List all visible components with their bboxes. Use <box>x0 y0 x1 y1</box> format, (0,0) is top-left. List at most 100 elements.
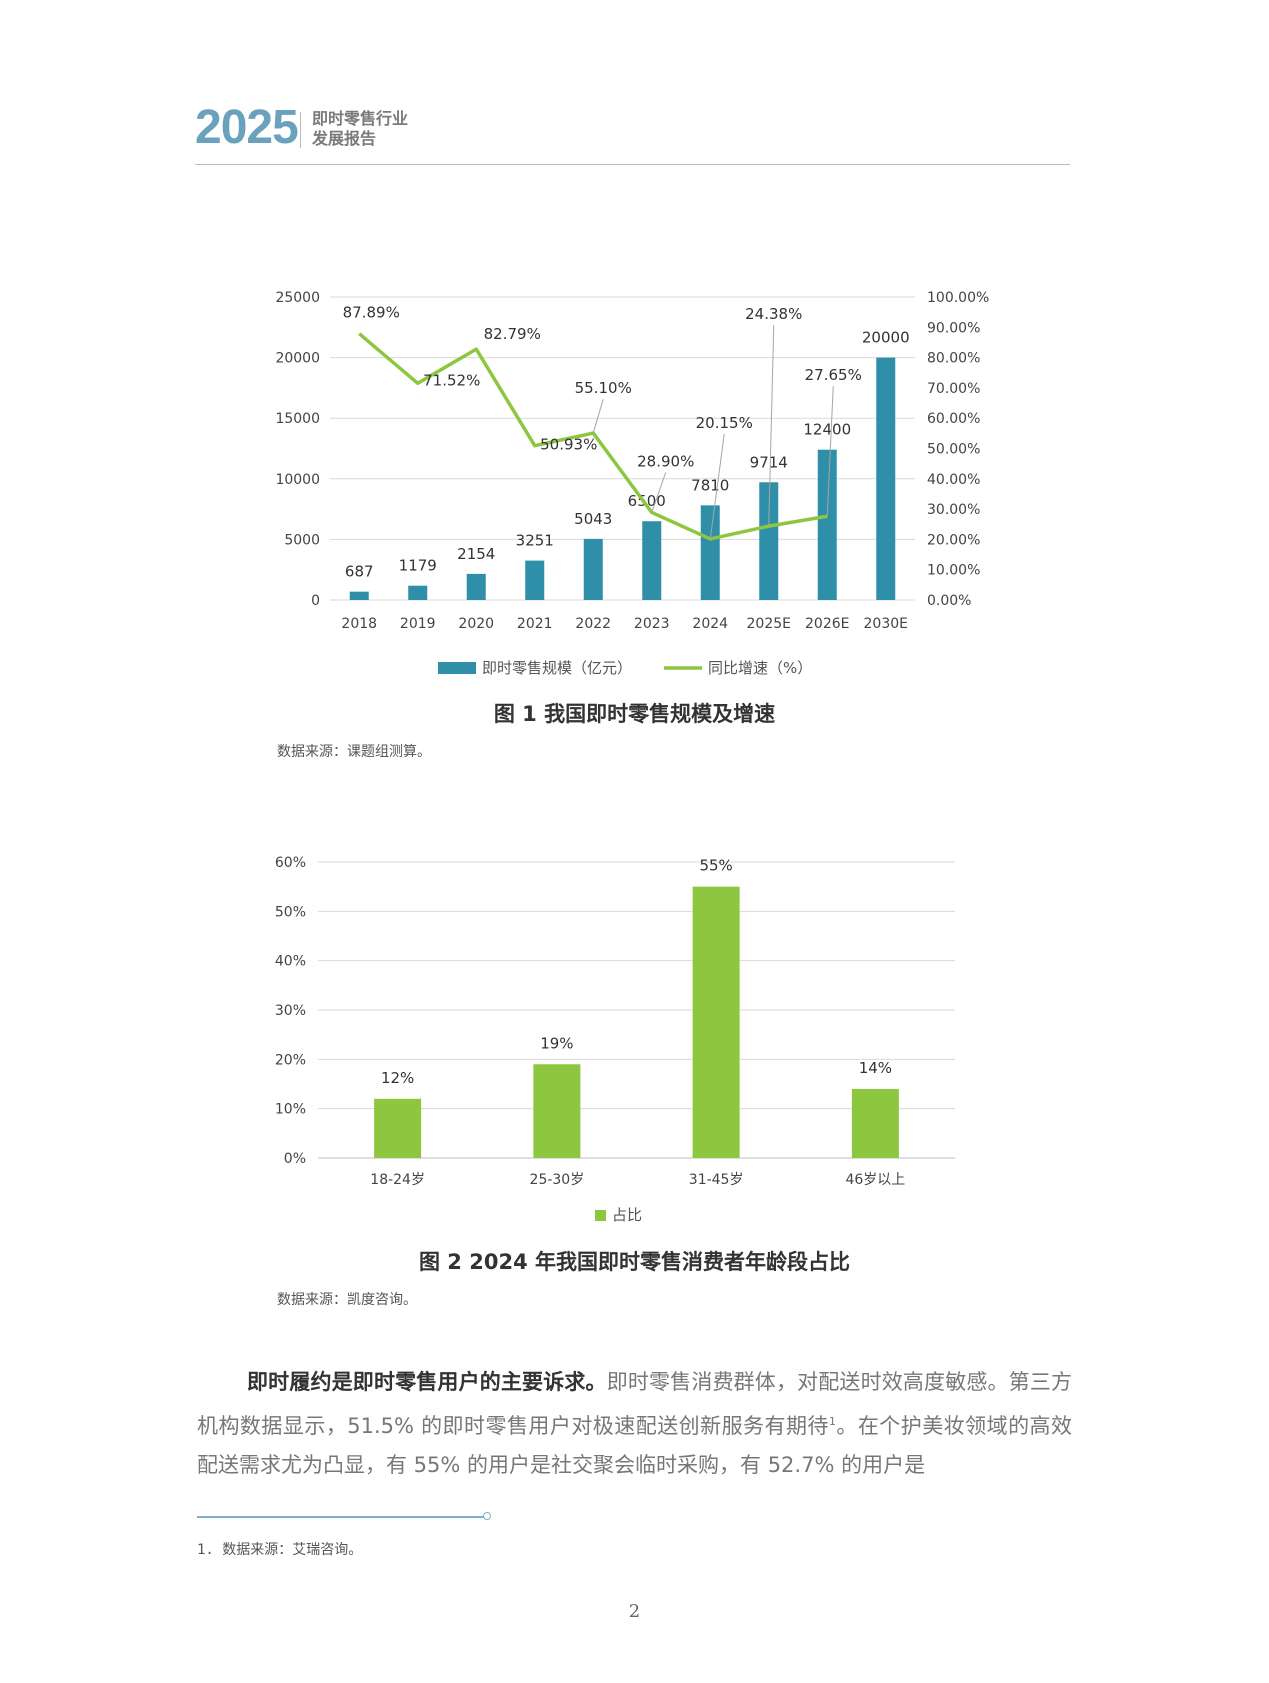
bar <box>374 1098 422 1158</box>
legend-line-label: 同比增速（%） <box>708 659 812 677</box>
bar <box>533 1064 581 1158</box>
bar <box>525 560 545 600</box>
figure1-chart: 0 5000 10000 15000 20000 25000 0.00% 10.00% 20.0… <box>275 290 989 677</box>
y-right-tick-label: 30.00% <box>927 502 980 518</box>
bar <box>349 591 369 600</box>
figure1-source: 数据来源：课题组测算。 <box>277 744 431 760</box>
bar-data-label: 55% <box>699 857 732 875</box>
line-data-label: 55.10% <box>575 379 632 397</box>
figure1-caption: 图 1 我国即时零售规模及增速 <box>493 702 776 726</box>
y-tick-label: 40% <box>275 954 306 970</box>
y-left-tick-label: 15000 <box>275 411 320 427</box>
leader-line <box>592 398 604 434</box>
leader-line <box>709 433 725 540</box>
legend-bar-label: 即时零售规模（亿元） <box>482 659 632 677</box>
header-rule <box>195 164 1070 165</box>
body-paragraph: 即时履约是即时零售用户的主要诉求。即时零售消费群体，对配送时效高度敏感。第三方机… <box>197 1363 1072 1485</box>
bar <box>817 449 837 600</box>
leader-line <box>768 325 775 527</box>
y-right-tick-label: 100.00% <box>927 290 989 306</box>
legend-bar-swatch <box>438 662 476 674</box>
bar-data-label: 3251 <box>516 532 554 550</box>
y-tick-label: 20% <box>275 1052 306 1068</box>
y-right-tick-label: 50.00% <box>927 442 980 458</box>
y-tick-label: 60% <box>275 855 306 871</box>
x-tick-label: 2024 <box>692 616 728 632</box>
x-tick-label: 2018 <box>341 616 377 632</box>
bar-data-label: 14% <box>859 1059 892 1077</box>
line-data-label: 71.52% <box>423 371 480 389</box>
y-tick-label: 50% <box>275 904 306 920</box>
bar <box>692 886 740 1158</box>
y-tick-label: 10% <box>275 1102 306 1118</box>
leader-line <box>826 386 834 517</box>
page-number: 2 <box>628 1601 641 1622</box>
footnote-divider <box>197 1516 485 1518</box>
y-right-tick-label: 0.00% <box>927 593 971 609</box>
bar <box>876 357 896 600</box>
x-tick-label: 46岁以上 <box>845 1172 905 1188</box>
y-tick-label: 30% <box>275 1003 306 1019</box>
bar <box>759 482 779 600</box>
bar-data-label: 9714 <box>750 453 788 471</box>
y-tick-label: 0% <box>284 1151 306 1167</box>
paragraph-lead: 即时履约是即时零售用户的主要诉求。 <box>247 1370 607 1394</box>
bar-data-label: 12% <box>381 1069 414 1087</box>
x-tick-label: 2022 <box>575 616 611 632</box>
line-data-label: 50.93% <box>540 436 597 454</box>
x-tick-label: 2020 <box>458 616 494 632</box>
bar-data-label: 2154 <box>457 545 495 563</box>
line-data-label: 82.79% <box>484 325 541 343</box>
header-separator <box>300 112 301 148</box>
figure2-source: 数据来源：凯度咨询。 <box>277 1292 417 1308</box>
legend-swatch <box>595 1210 606 1221</box>
y-right-tick-label: 60.00% <box>927 411 980 427</box>
report-title: 即时零售行业 发展报告 <box>312 109 408 149</box>
bar <box>642 521 662 600</box>
x-tick-label: 25-30岁 <box>530 1172 585 1188</box>
y-right-tick-label: 40.00% <box>927 472 980 488</box>
legend-label: 占比 <box>612 1206 642 1224</box>
paragraph-text-a: 即时零售消费群体，对配送时效高度敏感。第三方机构数据显示，51.5% 的即时零售… <box>197 1370 1073 1438</box>
bar <box>851 1088 899 1158</box>
footnote: 1. 数据来源：艾瑞咨询。 <box>197 1542 363 1558</box>
y-right-tick-label: 70.00% <box>927 381 980 397</box>
bar-data-label: 20000 <box>862 329 910 347</box>
bar-data-label: 1179 <box>399 557 437 575</box>
bar-data-label: 5043 <box>574 510 612 528</box>
report-title-line1: 即时零售行业 <box>312 109 409 128</box>
y-right-tick-label: 90.00% <box>927 320 980 336</box>
x-tick-label: 2023 <box>634 616 670 632</box>
y-left-tick-label: 25000 <box>275 290 320 306</box>
bar <box>583 538 603 600</box>
bar <box>700 505 720 600</box>
figure2-caption: 图 2 2024 年我国即时零售消费者年龄段占比 <box>419 1250 850 1274</box>
line-data-label: 27.65% <box>805 366 862 384</box>
paragraph-text-b: 。在个护美妆领域的高效配送需求尤为凸显，有 55% 的用户是社交聚会临时采购，有… <box>197 1414 1073 1477</box>
x-tick-label: 2019 <box>400 616 436 632</box>
line-data-label: 28.90% <box>637 452 694 470</box>
figure2-chart: 0% 10% 20% 30% 40% 50% 60% 12% 19% 55% 14% 18-24岁 25… <box>275 855 955 1224</box>
line-data-label: 20.15% <box>696 414 753 432</box>
bar-data-label: 7810 <box>691 476 729 494</box>
bar-data-label: 12400 <box>803 421 851 439</box>
y-left-tick-label: 5000 <box>284 532 320 548</box>
bar <box>466 573 486 600</box>
y-left-tick-label: 20000 <box>275 351 320 367</box>
bar-data-label: 687 <box>345 563 374 581</box>
report-title-line2: 发展报告 <box>312 129 377 148</box>
bar-data-label: 19% <box>540 1034 573 1052</box>
x-tick-label: 2030E <box>864 616 908 632</box>
line-data-label: 87.89% <box>343 304 400 322</box>
x-tick-label: 18-24岁 <box>370 1172 425 1188</box>
y-left-tick-label: 10000 <box>275 472 320 488</box>
x-tick-label: 2025E <box>747 616 791 632</box>
x-tick-label: 2021 <box>517 616 553 632</box>
footnote-ref[interactable]: 1 <box>828 1415 836 1428</box>
y-left-tick-label: 0 <box>311 593 320 609</box>
x-tick-label: 31-45岁 <box>689 1172 744 1188</box>
leader-line <box>651 472 667 513</box>
y-right-tick-label: 10.00% <box>927 563 980 579</box>
y-right-tick-label: 80.00% <box>927 351 980 367</box>
footnote-divider-dot <box>483 1512 491 1520</box>
